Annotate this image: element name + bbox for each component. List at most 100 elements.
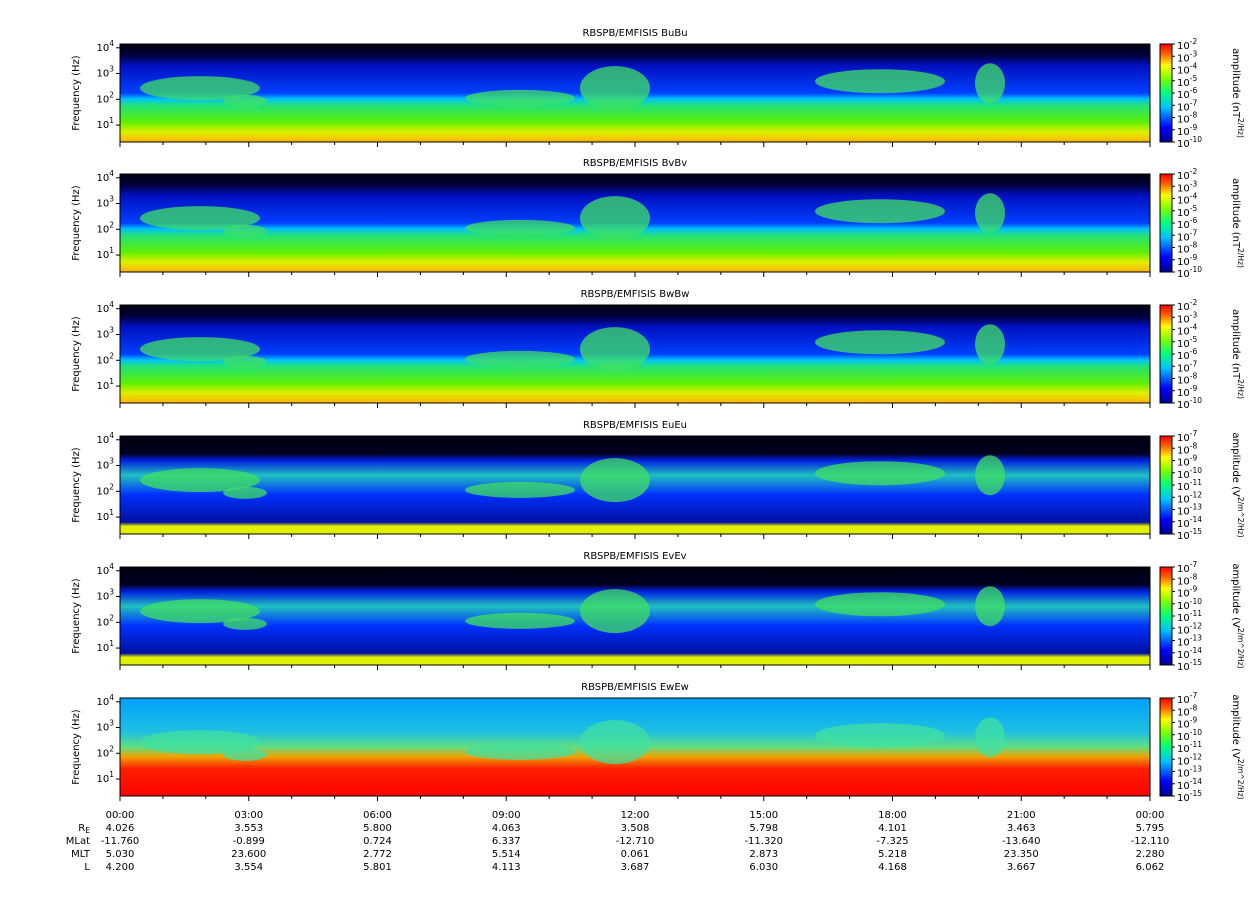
spectrogram-feature (975, 586, 1005, 627)
spectrogram-feature (140, 730, 260, 755)
colorbar-tick-label: 10-9 (1177, 123, 1197, 138)
colorbar (1159, 697, 1173, 797)
colorbar-tick-label: 10-11 (1177, 609, 1202, 624)
ephemeris-value: 4.101 (878, 823, 907, 834)
spectrogram-feature (580, 720, 650, 765)
ephemeris-value: 3.463 (1007, 823, 1036, 834)
y-tick-label: 103 (96, 326, 114, 341)
colorbar-tick-label: 10-7 (1177, 560, 1197, 575)
ephemeris-value: 2.280 (1136, 849, 1165, 860)
colorbar-tick-label: 10-5 (1177, 204, 1197, 219)
colorbar-label: amplitude (nT2/Hz) (1230, 309, 1245, 399)
spectrogram-feature (465, 612, 575, 629)
ephemeris-value: 6.337 (492, 836, 521, 847)
colorbar-tick-label: 10-15 (1177, 658, 1202, 673)
colorbar-tick-label: 10-10 (1177, 597, 1202, 612)
spectrogram-feature (975, 717, 1005, 758)
colorbar-tick-label: 10-8 (1177, 241, 1197, 256)
spectrogram-feature (815, 592, 945, 617)
ephemeris-value: 3.687 (621, 862, 650, 873)
colorbar-tick-label: 10-10 (1177, 396, 1202, 411)
ephemeris-value: 5.218 (878, 849, 907, 860)
ephemeris-value: 3.553 (234, 823, 263, 834)
colorbar-tick-label: 10-4 (1177, 62, 1197, 77)
x-tick-label: 00:00 (106, 810, 135, 821)
colorbar (1159, 173, 1173, 273)
x-tick-label: 06:00 (363, 810, 392, 821)
spectrogram-feature (223, 748, 267, 761)
spectrogram-feature (140, 337, 260, 362)
ephemeris-value: 4.063 (492, 823, 521, 834)
colorbar-tick-label: 10-9 (1177, 384, 1197, 399)
colorbar-tick-label: 10-6 (1177, 216, 1197, 231)
y-tick-label: 101 (96, 246, 114, 261)
y-tick-label: 104 (96, 693, 114, 708)
spectrogram-feature (975, 63, 1005, 104)
ephemeris-label: L (84, 862, 90, 873)
y-tick-label: 101 (96, 508, 114, 523)
x-tick-label: 15:00 (749, 810, 778, 821)
colorbar-tick-label: 10-10 (1177, 466, 1202, 481)
y-tick-label: 103 (96, 588, 114, 603)
y-tick-label: 101 (96, 770, 114, 785)
x-tick-label: 21:00 (1007, 810, 1036, 821)
y-tick-label: 102 (96, 744, 114, 759)
colorbar-tick-label: 10-14 (1177, 777, 1202, 792)
panel-title: RBSPB/EMFISIS BvBv (583, 158, 687, 169)
colorbar-tick-label: 10-6 (1177, 347, 1197, 362)
colorbar-label: amplitude (V2/m^2/Hz) (1230, 694, 1245, 799)
ephemeris-value: -11.760 (101, 836, 140, 847)
colorbar-tick-label: 10-3 (1177, 49, 1197, 64)
ephemeris-value: 3.508 (621, 823, 650, 834)
y-tick-label: 101 (96, 639, 114, 654)
ephemeris-label: RE (78, 823, 90, 835)
colorbar-tick-label: 10-14 (1177, 646, 1202, 661)
ephemeris-value: 23.350 (1004, 849, 1039, 860)
y-tick-label: 102 (96, 351, 114, 366)
colorbar (1159, 304, 1173, 404)
colorbar-tick-label: 10-4 (1177, 192, 1197, 207)
ephemeris-value: 4.200 (106, 862, 135, 873)
colorbar-tick-label: 10-13 (1177, 634, 1202, 649)
x-tick-label: 09:00 (492, 810, 521, 821)
ephemeris-value: 4.168 (878, 862, 907, 873)
ephemeris-value: 5.795 (1136, 823, 1165, 834)
x-tick-label: 18:00 (878, 810, 907, 821)
spectrogram-feature (465, 743, 575, 760)
ephemeris-value: 0.724 (363, 836, 392, 847)
ephemeris-value: 2.873 (749, 849, 778, 860)
spectrogram-feature (465, 350, 575, 367)
y-tick-label: 104 (96, 169, 114, 184)
y-tick-label: 101 (96, 377, 114, 392)
colorbar-tick-label: 10-2 (1177, 298, 1197, 313)
spectrogram-feature (140, 76, 260, 101)
spectrogram-feature (223, 355, 267, 368)
ephemeris-value: 5.801 (363, 862, 392, 873)
colorbar-tick-label: 10-7 (1177, 228, 1197, 243)
colorbar-tick-label: 10-7 (1177, 98, 1197, 113)
colorbar-tick-label: 10-4 (1177, 323, 1197, 338)
y-tick-label: 104 (96, 562, 114, 577)
colorbar (1159, 566, 1173, 666)
spectrogram-feature (223, 94, 267, 107)
colorbar-tick-label: 10-8 (1177, 572, 1197, 587)
spectrogram-feature (975, 324, 1005, 365)
ephemeris-value: -12.110 (1131, 836, 1170, 847)
spectrogram-feature (815, 461, 945, 486)
spectrogram-feature (223, 617, 267, 630)
y-tick-label: 102 (96, 220, 114, 235)
colorbar-tick-label: 10-15 (1177, 527, 1202, 542)
spectrogram-feature (815, 723, 945, 748)
colorbar (1159, 43, 1173, 143)
colorbar-tick-label: 10-3 (1177, 310, 1197, 325)
ephemeris-value: -7.325 (876, 836, 908, 847)
ephemeris-value: -12.710 (616, 836, 655, 847)
y-tick-label: 103 (96, 719, 114, 734)
ephemeris-label: MLT (71, 849, 91, 860)
y-tick-label: 102 (96, 90, 114, 105)
ephemeris-value: 23.600 (231, 849, 266, 860)
y-tick-label: 103 (96, 457, 114, 472)
x-tick-label: 00:00 (1136, 810, 1165, 821)
colorbar-tick-label: 10-7 (1177, 359, 1197, 374)
colorbar-tick-label: 10-8 (1177, 703, 1197, 718)
